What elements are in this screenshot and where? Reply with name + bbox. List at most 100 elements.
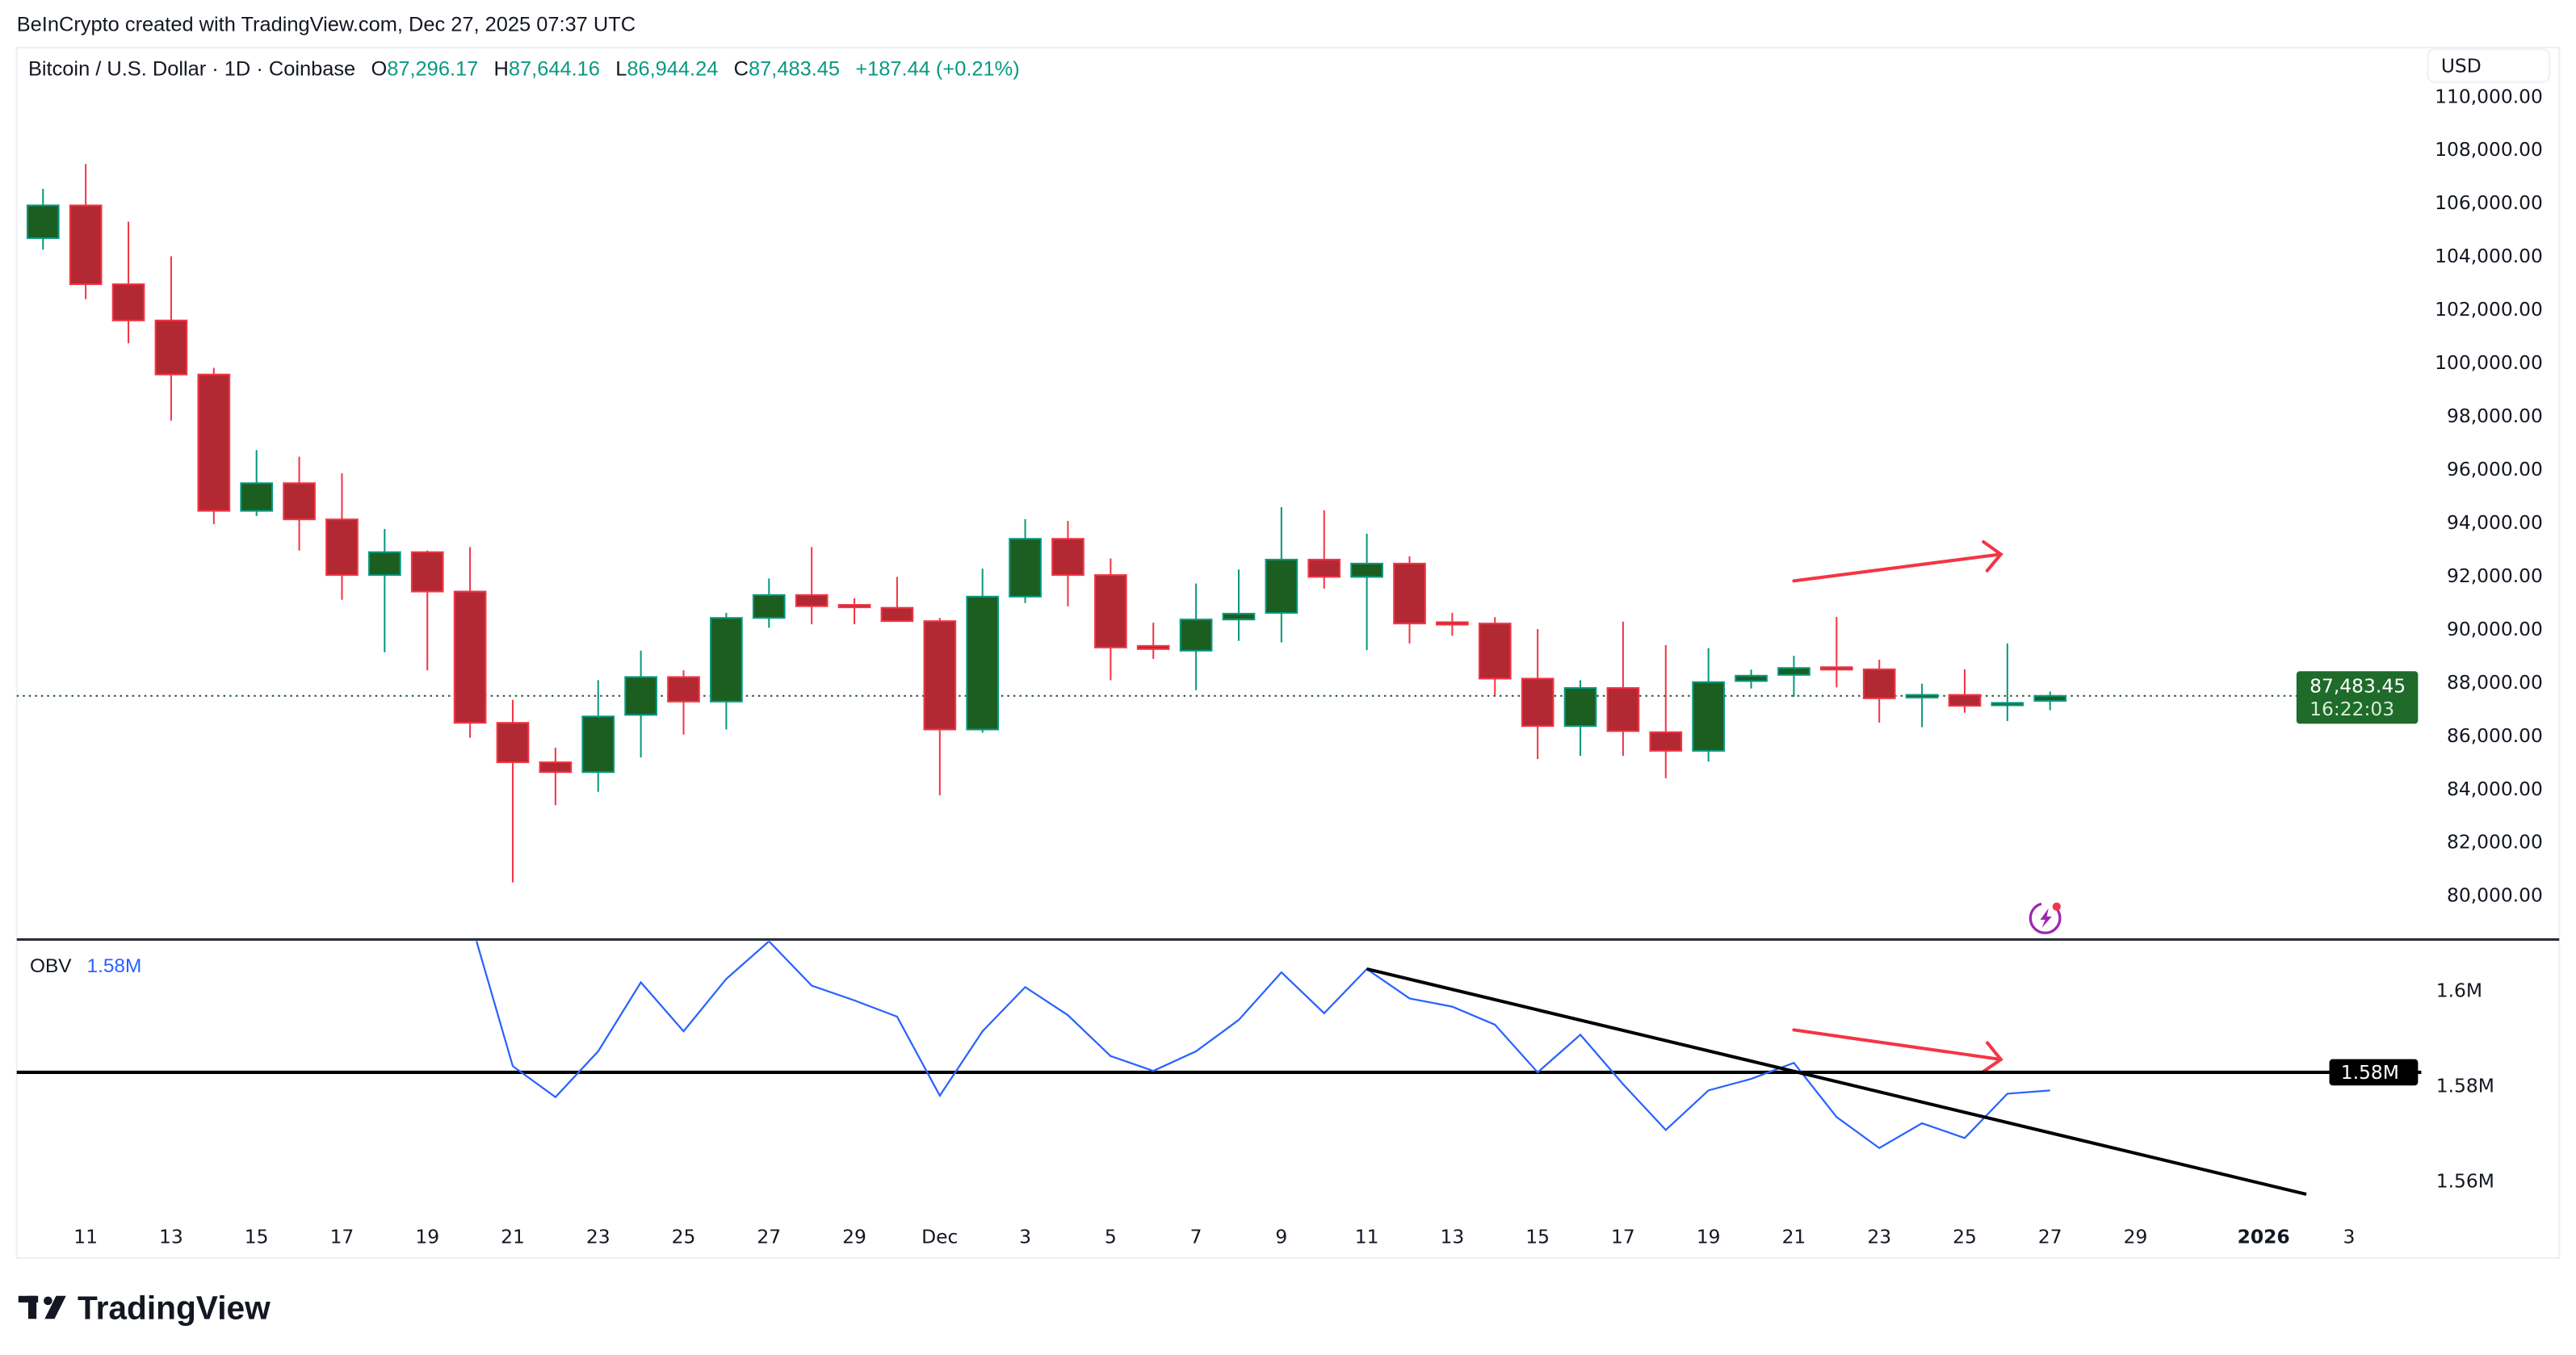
candle bbox=[1179, 583, 1213, 690]
open-value: 87,296.17 bbox=[387, 58, 478, 81]
obv-tick-label: 1.6M bbox=[2436, 980, 2482, 1002]
candle bbox=[410, 550, 444, 671]
candle bbox=[1393, 556, 1426, 644]
candle bbox=[581, 680, 615, 792]
candle-body-up bbox=[624, 676, 657, 716]
candle-body-up bbox=[710, 617, 743, 703]
candle bbox=[26, 188, 60, 250]
candles bbox=[26, 164, 2067, 883]
price-tick-label: 102,000.00 bbox=[2435, 298, 2543, 321]
time-tick-label: 25 bbox=[1953, 1226, 1977, 1248]
obv-pane bbox=[16, 941, 2422, 1196]
candle-body-up bbox=[752, 594, 786, 619]
time-tick-label: 13 bbox=[1441, 1226, 1465, 1248]
candle bbox=[1436, 612, 1469, 636]
time-tick-label: 23 bbox=[1867, 1226, 1891, 1248]
candle bbox=[1350, 533, 1383, 651]
candle-body-down bbox=[453, 590, 487, 724]
time-tick-label: 29 bbox=[2124, 1226, 2148, 1248]
arrow-head bbox=[1981, 1041, 2003, 1074]
lightning-icon[interactable] bbox=[2028, 902, 2062, 934]
tradingview-logo-icon bbox=[18, 1295, 66, 1319]
candle-body-up bbox=[26, 204, 60, 239]
candle bbox=[240, 450, 274, 516]
candle-body-down bbox=[111, 283, 145, 321]
candle bbox=[1606, 621, 1640, 757]
candle bbox=[966, 568, 1000, 733]
candle-body-down bbox=[1948, 694, 1982, 707]
time-tick-label: 11 bbox=[1355, 1226, 1379, 1248]
price-tick-label: 88,000.00 bbox=[2447, 671, 2543, 694]
candle bbox=[111, 221, 145, 344]
price-tick-label: 96,000.00 bbox=[2447, 458, 2543, 480]
currency-button[interactable]: USD bbox=[2427, 48, 2551, 83]
candle-body-down bbox=[69, 204, 103, 285]
obv-tick-label: 1.58M bbox=[2436, 1075, 2494, 1097]
candle-body-down bbox=[197, 373, 231, 512]
time-tick-label: 21 bbox=[501, 1226, 525, 1248]
time-tick-label: 7 bbox=[1190, 1226, 1202, 1248]
price-tick-label: 98,000.00 bbox=[2447, 405, 2543, 427]
candle bbox=[1563, 680, 1597, 757]
obv-axis[interactable]: 1.6M 1.58M 1.56M bbox=[2436, 980, 2494, 1193]
candle bbox=[752, 578, 786, 628]
candle bbox=[1222, 569, 1256, 641]
candle-body-up bbox=[1265, 558, 1298, 614]
last-price-tag: 87,483.45 16:22:03 bbox=[2296, 671, 2419, 724]
candle-body-up bbox=[966, 595, 1000, 731]
candle-body-down bbox=[1436, 621, 1469, 626]
candle bbox=[837, 598, 871, 625]
time-tick-label: 21 bbox=[1782, 1226, 1806, 1248]
candle-body-up bbox=[1905, 694, 1939, 698]
arrow-head bbox=[1982, 539, 2003, 573]
candle-body-up bbox=[1735, 674, 1768, 682]
time-tick-label: 25 bbox=[672, 1226, 696, 1248]
watermark: BeInCrypto created with TradingView.com,… bbox=[17, 14, 636, 36]
time-tick-label: 23 bbox=[586, 1226, 610, 1248]
candle-body-up bbox=[1179, 619, 1213, 652]
candle bbox=[539, 747, 573, 806]
candle bbox=[880, 577, 914, 623]
candle-body-down bbox=[1819, 666, 1853, 671]
price-axis[interactable]: 80,000.00 82,000.00 84,000.00 86,000.00 88,0… bbox=[2435, 85, 2543, 906]
candle bbox=[1521, 629, 1554, 760]
candle bbox=[1478, 617, 1512, 695]
time-tick-label: 27 bbox=[757, 1226, 781, 1248]
candle bbox=[1136, 623, 1170, 660]
candle-body-down bbox=[923, 620, 957, 731]
candle bbox=[496, 699, 530, 883]
candle-body-down bbox=[410, 551, 444, 593]
price-tick-label: 108,000.00 bbox=[2435, 138, 2543, 161]
candle-body-up bbox=[1991, 702, 2024, 707]
time-tick-label: 17 bbox=[1611, 1226, 1635, 1248]
candle-body-down bbox=[1521, 678, 1554, 728]
candle-body-down bbox=[837, 604, 871, 609]
tradingview-logo[interactable]: TradingView bbox=[18, 1289, 271, 1326]
time-axis[interactable]: 11 13 15 17 19 21 23 25 27 29 Dec 3 5 7 9 11 13 15 17 19 21 2… bbox=[73, 1226, 2355, 1248]
candle-body-up bbox=[240, 482, 274, 512]
candle-body-down bbox=[1478, 623, 1512, 680]
candle bbox=[1649, 644, 1683, 778]
candle-body-down bbox=[1393, 562, 1426, 625]
obv-line bbox=[475, 941, 2050, 1150]
candle-body-up bbox=[1350, 562, 1383, 578]
candle bbox=[1991, 643, 2024, 721]
arrow-shaft bbox=[1792, 1028, 2003, 1062]
brand-name: TradingView bbox=[78, 1289, 271, 1326]
candle bbox=[1905, 683, 1939, 728]
time-tick-label: 2026 bbox=[2238, 1226, 2290, 1248]
candle-body-up bbox=[1009, 538, 1042, 598]
time-tick-label: 17 bbox=[330, 1226, 355, 1248]
candle-body-down bbox=[1136, 644, 1170, 650]
last-price-value: 87,483.45 bbox=[2310, 675, 2406, 698]
time-tick-label: 5 bbox=[1105, 1226, 1117, 1248]
candle bbox=[197, 367, 231, 525]
price-tick-label: 110,000.00 bbox=[2435, 85, 2543, 107]
price-tick-label: 80,000.00 bbox=[2447, 884, 2543, 907]
candle-body-down bbox=[154, 319, 188, 375]
time-tick-label: 15 bbox=[245, 1226, 269, 1248]
candle bbox=[325, 473, 359, 600]
time-tick-label: 27 bbox=[2038, 1226, 2062, 1248]
candle bbox=[1307, 510, 1341, 589]
candle bbox=[2033, 691, 2067, 711]
